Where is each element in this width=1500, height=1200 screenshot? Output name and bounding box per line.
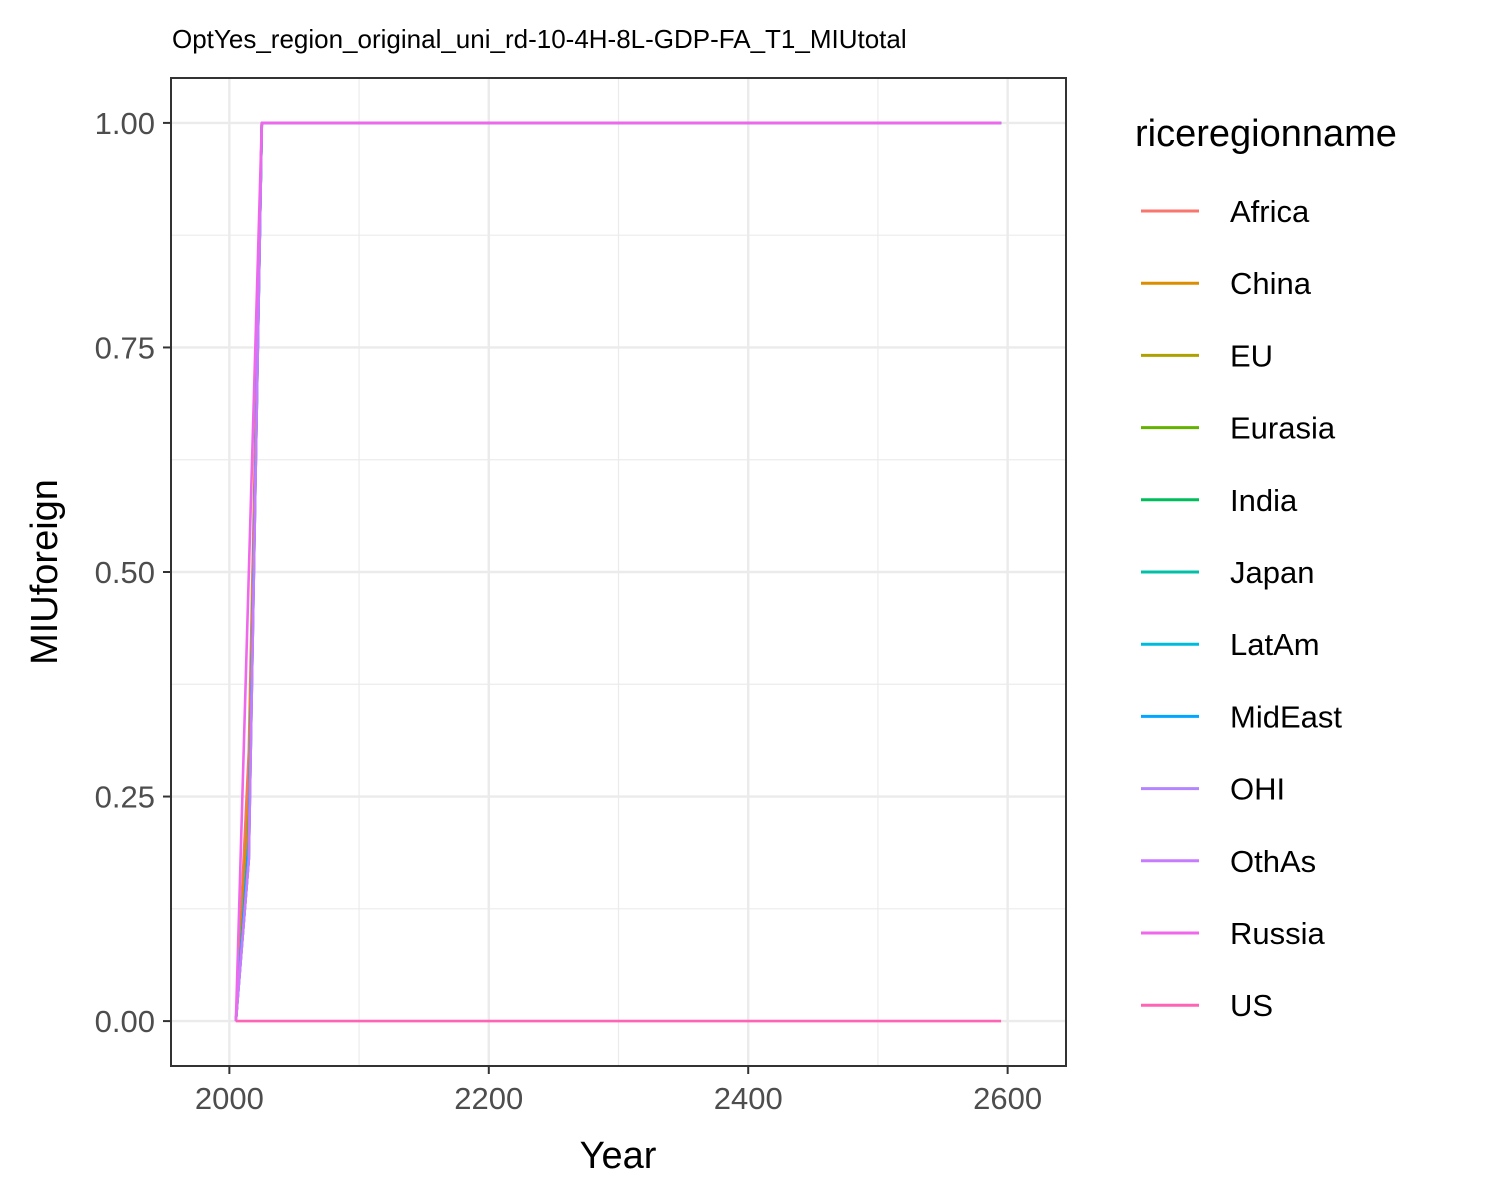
- series-lines: [234, 121, 1002, 1023]
- legend-title: riceregionname: [1135, 113, 1397, 155]
- x-tick-label: 2400: [714, 1081, 783, 1116]
- x-axis-title: Year: [580, 1135, 657, 1177]
- x-axis: 2000 2200 2400 2600: [195, 1066, 1042, 1116]
- legend-label-russia: Russia: [1230, 916, 1326, 951]
- x-tick-label: 2000: [195, 1081, 264, 1116]
- y-axis: 0.00 0.25 0.50 0.75 1.00: [95, 106, 171, 1039]
- legend-label-japan: Japan: [1230, 555, 1314, 590]
- x-tick-label: 2200: [454, 1081, 523, 1116]
- chart-title: OptYes_region_original_uni_rd-10-4H-8L-G…: [172, 24, 907, 54]
- legend-items: Africa China EU Eurasia India Japan LatAm MidEa…: [1141, 194, 1342, 1023]
- legend-label-india: India: [1230, 483, 1298, 518]
- y-tick-label: 0.00: [95, 1004, 155, 1039]
- y-tick-label: 1.00: [95, 106, 155, 141]
- y-axis-title: MIUforeign: [24, 479, 66, 665]
- y-tick-label: 0.25: [95, 780, 155, 815]
- legend: riceregionname Africa China EU Eurasia India…: [1135, 113, 1397, 1023]
- y-tick-label: 0.50: [95, 555, 155, 590]
- legend-label-mideast: MidEast: [1230, 699, 1342, 734]
- y-tick-label: 0.75: [95, 330, 155, 365]
- legend-label-eurasia: Eurasia: [1230, 411, 1336, 446]
- x-tick-label: 2600: [973, 1081, 1042, 1116]
- legend-label-ohi: OHI: [1230, 772, 1285, 807]
- legend-label-othas: OthAs: [1230, 844, 1316, 879]
- legend-label-eu: EU: [1230, 338, 1273, 373]
- legend-label-us: US: [1230, 988, 1273, 1023]
- legend-label-china: China: [1230, 266, 1312, 301]
- legend-label-africa: Africa: [1230, 194, 1310, 229]
- series-line-russia: [234, 121, 1002, 1022]
- legend-label-latam: LatAm: [1230, 627, 1320, 662]
